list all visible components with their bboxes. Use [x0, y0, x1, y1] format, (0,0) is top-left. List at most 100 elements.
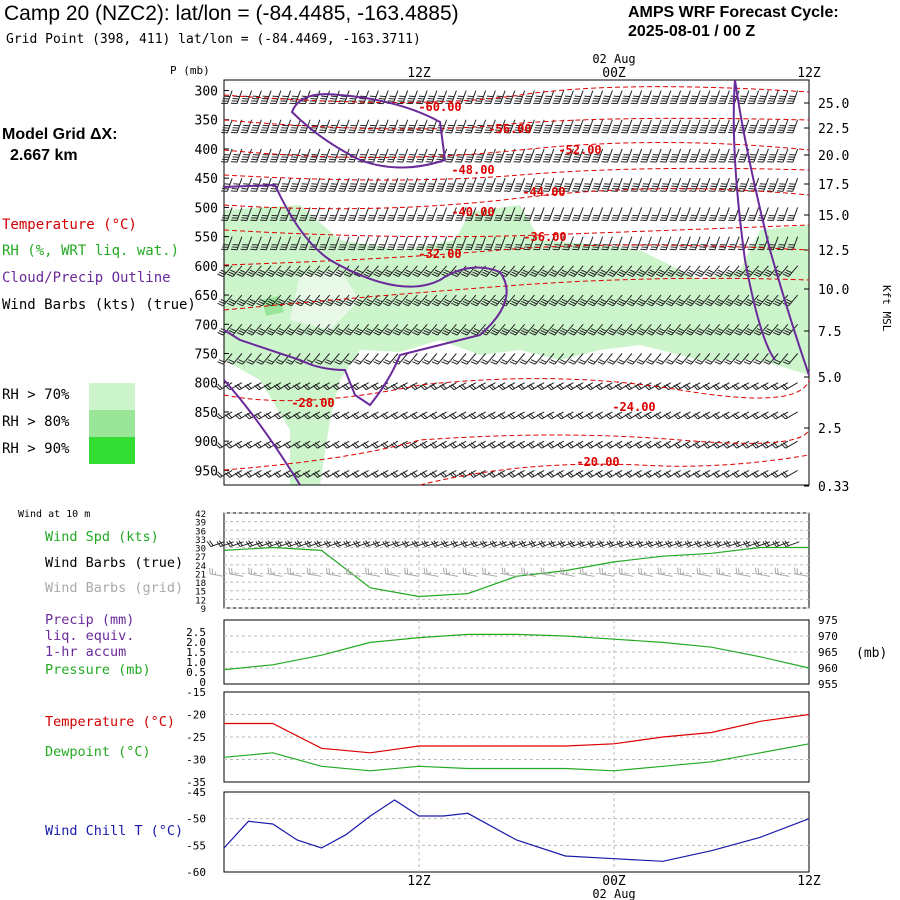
barb-flag	[344, 383, 350, 389]
barb-flag	[478, 443, 484, 449]
barb-flag	[490, 273, 497, 278]
wind-barb	[289, 90, 301, 105]
barb-flag	[706, 540, 711, 547]
barb-flag	[688, 328, 695, 332]
barb-flag	[335, 540, 341, 547]
barb-flag	[412, 302, 419, 307]
temperature-contour	[223, 142, 810, 158]
barb-flag	[491, 330, 498, 334]
wind-barb	[694, 294, 711, 307]
barb-flag	[289, 568, 292, 575]
barb-flag	[718, 568, 721, 575]
wind-barb	[747, 148, 760, 163]
wind-barb	[367, 90, 379, 105]
wind-barb	[318, 148, 331, 163]
barb-flag	[733, 302, 741, 307]
barb-flag	[451, 361, 458, 365]
barb-flag	[568, 331, 575, 336]
barb-flag	[236, 442, 243, 448]
barb-flag	[569, 359, 576, 363]
barb-flag	[343, 541, 348, 547]
barb-flag	[470, 471, 477, 477]
barb-flag	[392, 412, 399, 419]
barb-flag	[395, 298, 403, 303]
date-label-top: 02 Aug	[592, 52, 635, 66]
wind-barb	[464, 178, 477, 192]
barb-flag	[629, 269, 637, 274]
barb-flag	[384, 567, 387, 574]
barb-flag	[560, 567, 562, 574]
wind-barb	[318, 178, 331, 192]
barb-flag	[509, 383, 516, 389]
barb-flag	[376, 328, 383, 332]
barb-flag	[532, 328, 539, 332]
barb-flag	[556, 472, 562, 478]
wind-barb	[616, 323, 633, 336]
barb-flag	[410, 472, 416, 478]
wind-barb-true	[479, 540, 498, 548]
barb-half	[585, 571, 587, 575]
barb-flag	[626, 331, 633, 336]
wind-barb-true	[284, 540, 303, 548]
wind-barb-true	[421, 540, 439, 548]
barb-flag	[764, 300, 771, 305]
wind-barb	[347, 207, 360, 222]
wind-barb	[577, 265, 594, 278]
y-tick-label: 27	[195, 553, 206, 563]
barb-flag	[256, 302, 263, 307]
barb-flag	[480, 442, 486, 448]
wind-barb	[484, 90, 496, 105]
barb-flag	[490, 331, 497, 336]
barb-flag	[677, 330, 684, 334]
barb-flag	[636, 383, 642, 389]
barb-flag	[462, 567, 465, 574]
wind-barb	[757, 148, 769, 163]
wind-barb-true	[518, 540, 537, 548]
barb-flag	[699, 568, 701, 575]
wind-barb	[562, 236, 574, 251]
barb-flag	[677, 271, 684, 276]
wind-barb-true	[470, 540, 488, 548]
barb-flag	[335, 359, 342, 363]
barb-flag	[707, 269, 715, 274]
wind-barb	[763, 294, 779, 307]
wind-barb	[724, 323, 740, 336]
panel-frame	[223, 791, 810, 873]
barb-flag	[688, 298, 695, 303]
barb-flag	[273, 414, 279, 420]
wind-barb	[460, 353, 477, 365]
barb-flag	[296, 540, 302, 547]
wind-barb	[275, 265, 292, 278]
wind-barb	[343, 294, 360, 307]
barb-flag	[304, 302, 312, 307]
wind-barb	[314, 265, 331, 278]
barb-flag	[685, 383, 691, 389]
barb-flag	[394, 330, 401, 334]
barb-flag	[530, 300, 537, 305]
barb-flag	[617, 383, 623, 389]
wind-barb	[484, 178, 496, 192]
barb-flag	[509, 361, 516, 365]
wind-barb	[786, 148, 799, 163]
barb-flag	[429, 414, 435, 420]
wind-barb	[704, 323, 721, 336]
wind-barb	[591, 148, 604, 163]
barb-flag	[548, 471, 555, 477]
barb-flag	[731, 414, 738, 420]
barb-flag	[433, 271, 440, 276]
barb-flag	[334, 361, 341, 365]
wind-barb	[318, 236, 331, 251]
barb-half	[663, 571, 665, 575]
barb-flag	[224, 385, 231, 391]
wind-barb	[552, 119, 565, 134]
barb-flag	[599, 300, 606, 305]
barb-flag	[248, 540, 253, 547]
wind-barb	[698, 236, 711, 251]
barb-flag	[305, 412, 311, 419]
barb-flag	[548, 412, 555, 419]
barb-flag	[657, 300, 664, 305]
barb-flag	[581, 328, 588, 332]
wind-barb	[558, 294, 574, 307]
wind-barb-grid	[482, 567, 498, 577]
barb-flag	[540, 300, 547, 305]
